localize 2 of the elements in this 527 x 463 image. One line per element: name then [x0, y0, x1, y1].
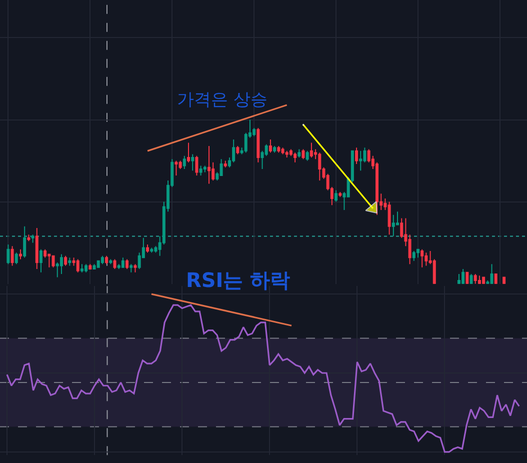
text: 가격은 상승 [177, 90, 268, 110]
annotation: RSI는 하락 [186, 268, 290, 292]
